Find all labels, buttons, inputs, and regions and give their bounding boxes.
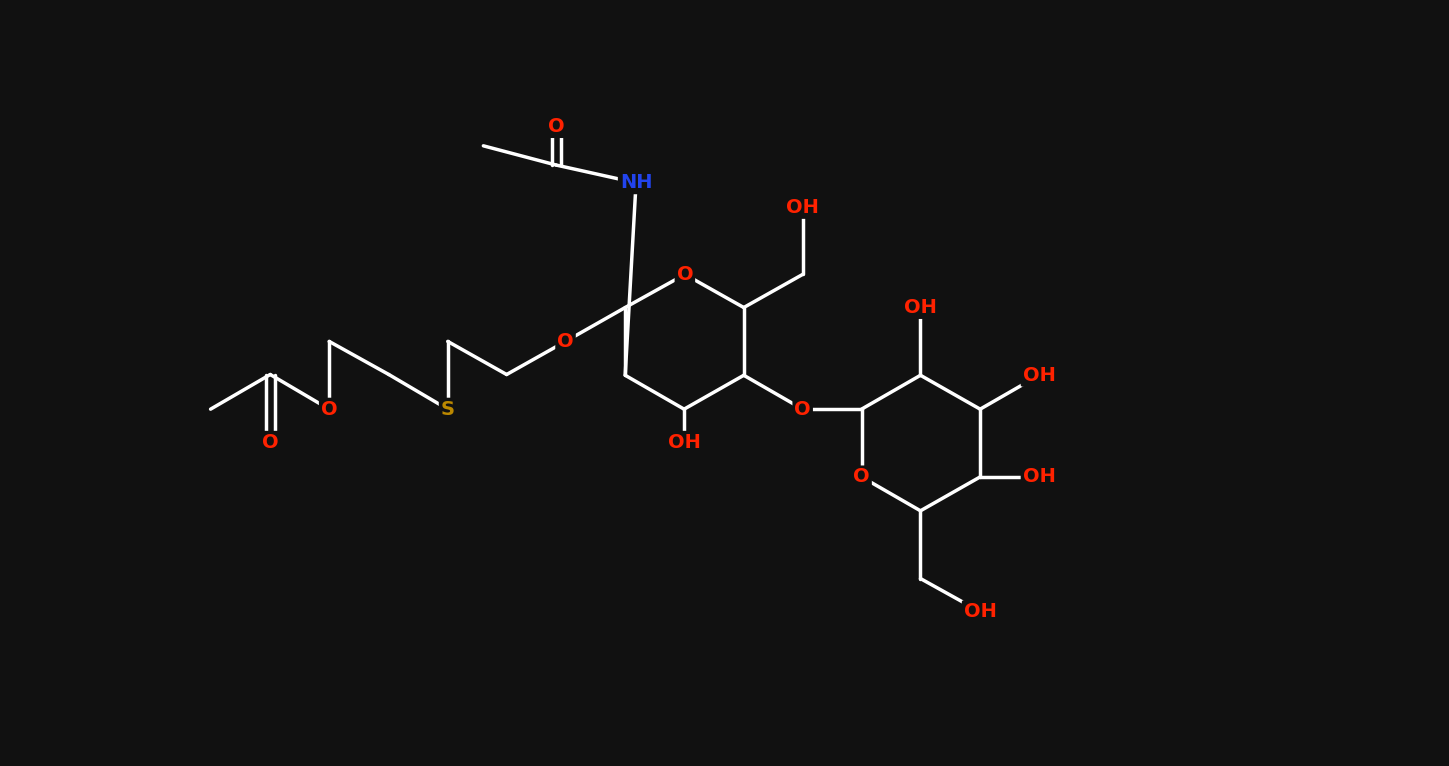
Text: OH: OH — [964, 602, 997, 621]
Text: O: O — [548, 117, 565, 136]
Text: O: O — [794, 400, 811, 419]
Text: S: S — [440, 400, 455, 419]
Text: O: O — [262, 433, 278, 452]
Text: O: O — [320, 400, 338, 419]
Text: NH: NH — [620, 173, 652, 192]
Text: O: O — [853, 467, 869, 486]
Text: OH: OH — [787, 198, 819, 217]
Text: O: O — [677, 265, 693, 284]
Text: OH: OH — [1023, 467, 1055, 486]
Text: OH: OH — [904, 298, 938, 317]
Text: O: O — [558, 332, 574, 351]
Text: OH: OH — [1023, 366, 1055, 385]
Text: OH: OH — [668, 433, 700, 452]
